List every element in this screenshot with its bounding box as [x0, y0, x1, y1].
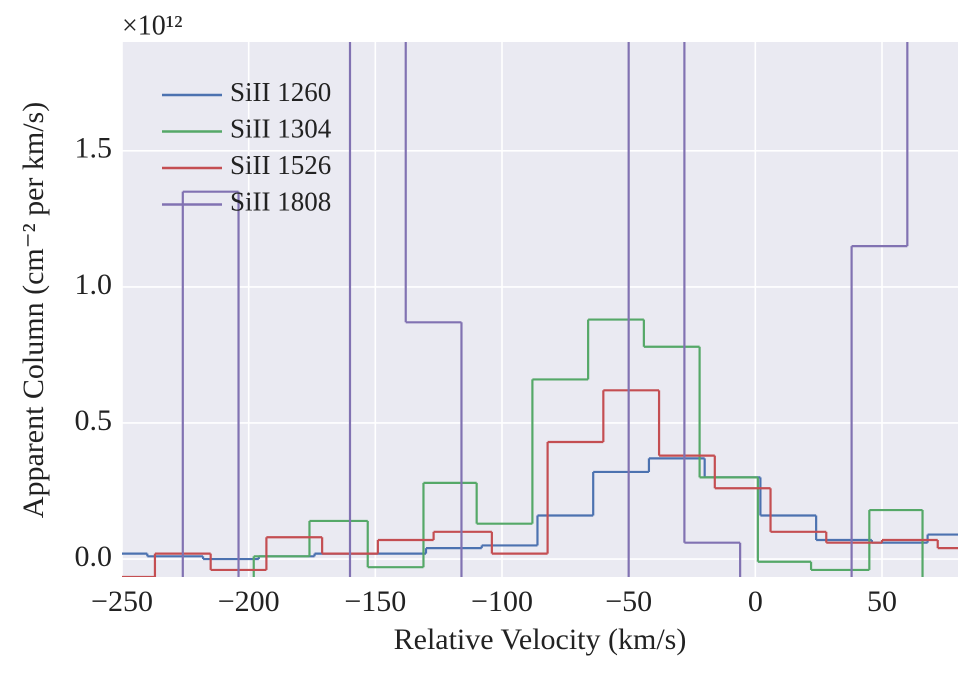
labels: −250 −200 −150 −100 −50 0 50 0.0 0.5 1.0 1.5 SiII 1…	[75, 77, 898, 618]
x-tick-label: −150	[344, 585, 406, 618]
x-tick-label: 0	[748, 585, 763, 618]
x-tick-label: −200	[218, 585, 280, 618]
legend-label: SiII 1304	[230, 114, 332, 144]
x-tick-label: −250	[91, 585, 153, 618]
x-tick-label: −100	[471, 585, 533, 618]
y-axis-label: Apparent Column (cm⁻² per km/s)	[17, 102, 50, 518]
legend-label: SiII 1260	[230, 77, 331, 107]
plot-background	[122, 42, 958, 577]
offset-text: ×10¹²	[122, 10, 183, 41]
x-axis-label: Relative Velocity (km/s)	[394, 623, 687, 656]
x-tick-label: 50	[867, 585, 897, 618]
y-tick-label: 1.0	[75, 268, 113, 301]
y-tick-label: 0.0	[75, 540, 113, 573]
grid	[121, 42, 958, 577]
legend-label: SiII 1808	[230, 187, 331, 217]
series-layer	[122, 42, 958, 577]
y-tick-label: 1.5	[75, 132, 113, 165]
legend-label: SiII 1526	[230, 150, 331, 180]
y-tick-label: 0.5	[75, 404, 113, 437]
x-tick-label: −50	[605, 585, 652, 618]
